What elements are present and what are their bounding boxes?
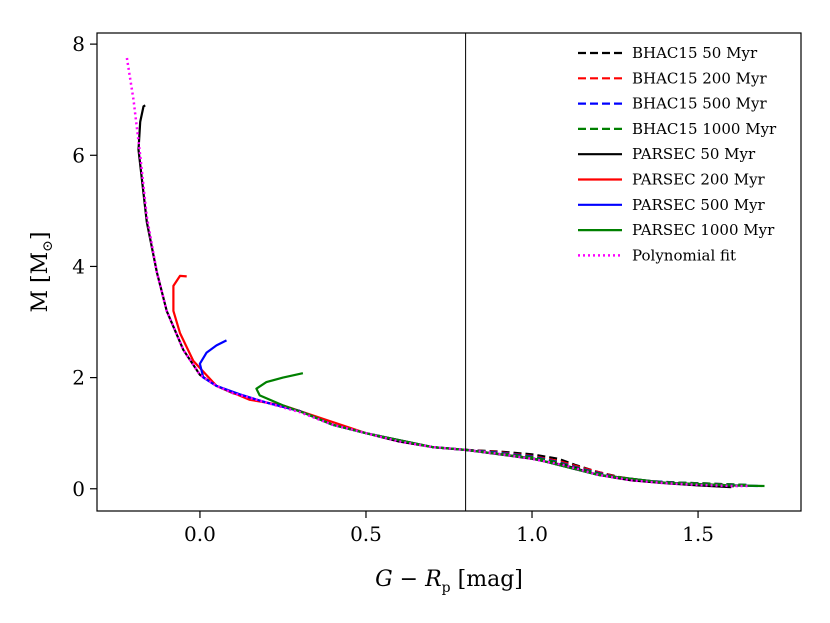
legend-label: BHAC15 500 Myr (632, 95, 768, 113)
y-tick-label: 6 (72, 143, 85, 167)
y-tick-label: 0 (72, 477, 85, 501)
y-tick-label: 2 (72, 366, 85, 390)
x-tick-label: 1.5 (682, 522, 714, 546)
series-line-polynomial-fit (125, 57, 748, 488)
x-tick-label: 1.0 (516, 522, 548, 546)
legend-label: PARSEC 1000 Myr (632, 221, 775, 239)
legend-label: Polynomial fit (632, 246, 736, 264)
x-axis-title-subscript: p (442, 580, 451, 596)
y-tick-label: 8 (72, 32, 85, 56)
y-tick-label: 4 (72, 254, 85, 278)
series-layer (125, 57, 765, 489)
legend-label: PARSEC 500 Myr (632, 196, 766, 214)
legend-label: PARSEC 50 Myr (632, 145, 756, 163)
x-tick-label: 0.5 (350, 522, 382, 546)
series-line-parsec-200-myr (172, 274, 732, 487)
x-tick-label: 0.0 (184, 522, 216, 546)
x-axis-title: G − Rp [mag] (375, 567, 523, 596)
x-axis: 0.0 0.5 1.0 1.5 (184, 511, 714, 546)
legend-label: BHAC15 50 Myr (632, 44, 758, 62)
legend-label: PARSEC 200 Myr (632, 171, 766, 189)
plot-frame (96, 32, 802, 512)
y-axis-title-close: ] (28, 232, 53, 241)
legend-label: BHAC15 1000 Myr (632, 120, 777, 138)
legend: BHAC15 50 Myr BHAC15 200 Myr BHAC15 500 My… (578, 44, 777, 264)
y-axis-title-main: M [M (28, 252, 53, 313)
y-axis-title-sun: ⊙ (40, 240, 56, 252)
y-axis-title: M [M⊙] (28, 232, 56, 313)
x-axis-title-main: G − R (375, 567, 442, 592)
series-line-parsec-1000-myr (255, 372, 765, 488)
x-axis-title-unit: [mag] (451, 567, 523, 592)
y-axis: 0 2 4 6 8 (72, 32, 97, 501)
series-line-parsec-500-myr (198, 339, 758, 488)
legend-label: BHAC15 200 Myr (632, 69, 768, 87)
